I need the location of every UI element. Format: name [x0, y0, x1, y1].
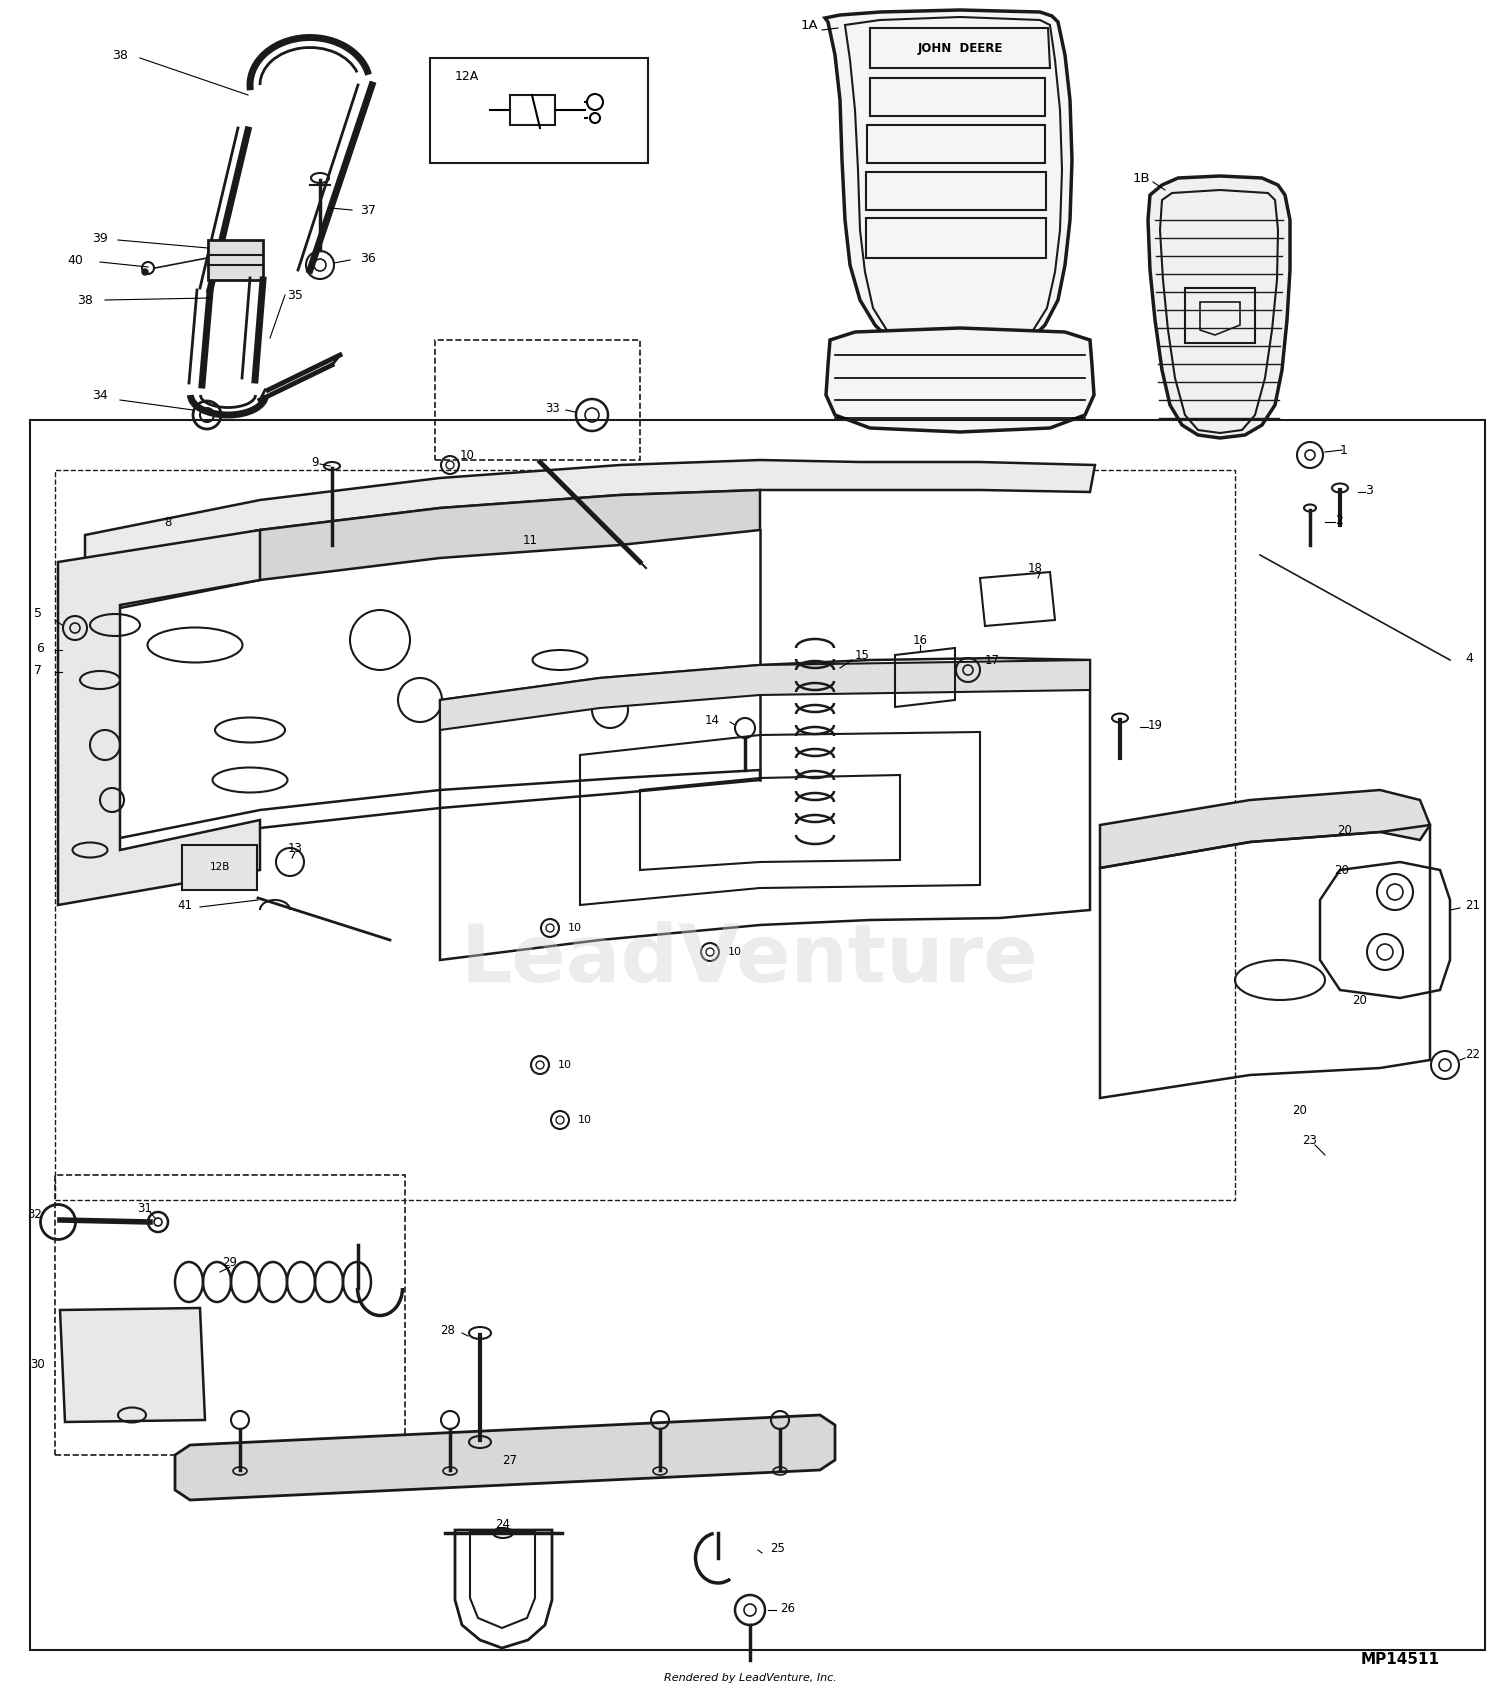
Text: 27: 27 [503, 1453, 518, 1467]
Text: 35: 35 [286, 289, 303, 302]
Text: 11: 11 [522, 533, 537, 547]
Polygon shape [176, 1415, 836, 1501]
Text: JOHN  DEERE: JOHN DEERE [918, 42, 1002, 54]
Bar [865, 172, 1046, 209]
Bar [510, 95, 555, 125]
Text: 10: 10 [558, 1060, 572, 1070]
Text: 1A: 1A [801, 19, 818, 32]
Text: 20: 20 [1335, 864, 1350, 876]
Bar [182, 846, 256, 890]
Text: 9: 9 [312, 456, 320, 469]
Text: 28: 28 [440, 1323, 454, 1337]
Text: LeadVenture: LeadVenture [460, 922, 1040, 999]
Text: 32: 32 [27, 1209, 42, 1222]
Bar [865, 218, 1046, 258]
Text: 7: 7 [34, 663, 42, 677]
Text: 5: 5 [34, 606, 42, 619]
Text: 38: 38 [76, 294, 93, 307]
Polygon shape [825, 10, 1072, 360]
Text: 40: 40 [68, 253, 82, 267]
Text: 2: 2 [1335, 513, 1342, 527]
Text: 19: 19 [1148, 719, 1162, 731]
Text: 16: 16 [912, 633, 927, 647]
Polygon shape [440, 660, 1090, 729]
Polygon shape [86, 490, 760, 614]
Bar [435, 339, 640, 461]
Bar [870, 78, 1046, 116]
Text: 18: 18 [1028, 562, 1042, 574]
Polygon shape [1148, 176, 1290, 437]
Text: 3: 3 [1365, 483, 1372, 496]
Bar [867, 125, 1046, 164]
Polygon shape [60, 1308, 206, 1421]
Text: 30: 30 [30, 1359, 45, 1371]
Text: 26: 26 [780, 1602, 795, 1614]
Text: 37: 37 [360, 204, 376, 216]
Circle shape [142, 268, 148, 275]
Text: 39: 39 [92, 231, 108, 245]
Text: 13: 13 [288, 842, 303, 854]
Text: 24: 24 [495, 1519, 510, 1531]
Text: 29: 29 [222, 1256, 237, 1268]
Text: 4: 4 [1466, 652, 1473, 665]
Text: 33: 33 [544, 402, 560, 415]
Text: 17: 17 [986, 653, 1000, 667]
Text: 15: 15 [855, 648, 870, 662]
Text: 25: 25 [770, 1541, 784, 1555]
Text: 20: 20 [1338, 824, 1353, 837]
Text: 22: 22 [1466, 1048, 1480, 1062]
Polygon shape [86, 461, 1095, 565]
Polygon shape [58, 530, 260, 905]
Text: 34: 34 [92, 388, 108, 402]
Text: 20: 20 [1293, 1104, 1308, 1116]
Bar [56, 1175, 405, 1455]
Bar [430, 57, 648, 164]
Text: Rendered by LeadVenture, Inc.: Rendered by LeadVenture, Inc. [663, 1673, 837, 1683]
Bar [1185, 289, 1256, 343]
Text: 20: 20 [1353, 994, 1368, 1006]
Text: 10: 10 [728, 947, 742, 957]
Text: 12A: 12A [454, 69, 480, 83]
Text: 36: 36 [360, 252, 376, 265]
Text: 21: 21 [1466, 898, 1480, 912]
Polygon shape [827, 327, 1094, 432]
Text: 38: 38 [112, 49, 128, 61]
Text: 1: 1 [1340, 444, 1348, 456]
Text: 14: 14 [705, 714, 720, 726]
Text: MP14511: MP14511 [1360, 1653, 1440, 1668]
Text: 10: 10 [568, 923, 582, 933]
Text: 23: 23 [1302, 1134, 1317, 1146]
Text: 10: 10 [578, 1116, 592, 1124]
Text: 1B: 1B [1132, 172, 1150, 184]
Text: 6: 6 [36, 641, 44, 655]
Bar [30, 420, 1485, 1649]
Text: 31: 31 [138, 1202, 153, 1214]
Text: 12B: 12B [210, 863, 230, 873]
Polygon shape [1100, 790, 1430, 868]
Text: 41: 41 [177, 898, 192, 912]
Text: 8: 8 [165, 515, 171, 528]
Bar [56, 469, 1234, 1200]
Bar [209, 240, 262, 280]
Text: 10: 10 [460, 449, 476, 461]
